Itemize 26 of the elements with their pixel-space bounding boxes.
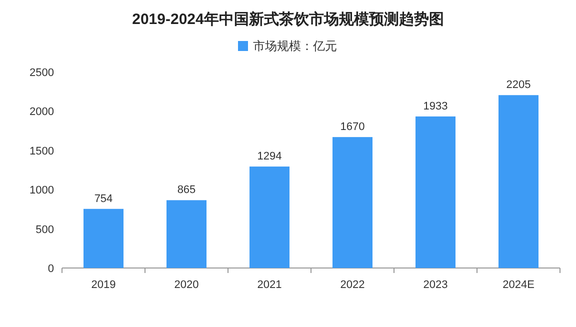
data-label: 2205 bbox=[506, 79, 531, 92]
data-label: 865 bbox=[177, 184, 196, 196]
bar bbox=[332, 137, 372, 268]
data-label: 754 bbox=[94, 192, 113, 205]
x-tick-label: 2020 bbox=[174, 279, 199, 291]
x-tick-label: 2024E bbox=[502, 279, 534, 291]
y-tick-label: 2500 bbox=[30, 67, 54, 79]
chart-title: 2019-2024年中国新式茶饮市场规模预测趋势图 bbox=[132, 10, 444, 28]
x-tick-label: 2023 bbox=[423, 279, 448, 291]
legend-label: 市场规模：亿元 bbox=[253, 39, 337, 53]
y-tick-label: 0 bbox=[48, 263, 54, 275]
bar bbox=[416, 116, 456, 268]
data-label: 1933 bbox=[423, 100, 448, 112]
data-label: 1670 bbox=[340, 121, 365, 134]
x-tick-label: 2019 bbox=[91, 279, 116, 291]
data-label: 1294 bbox=[257, 150, 282, 163]
x-tick-label: 2021 bbox=[257, 279, 282, 291]
bar bbox=[250, 166, 290, 268]
x-tick-label: 2022 bbox=[340, 279, 365, 291]
y-tick-label: 1500 bbox=[30, 145, 54, 158]
y-tick-label: 1000 bbox=[30, 184, 54, 197]
y-tick-label: 2000 bbox=[30, 106, 54, 118]
bar bbox=[498, 95, 538, 268]
bar bbox=[84, 208, 124, 268]
bar bbox=[166, 200, 206, 268]
y-tick-label: 500 bbox=[36, 224, 54, 236]
